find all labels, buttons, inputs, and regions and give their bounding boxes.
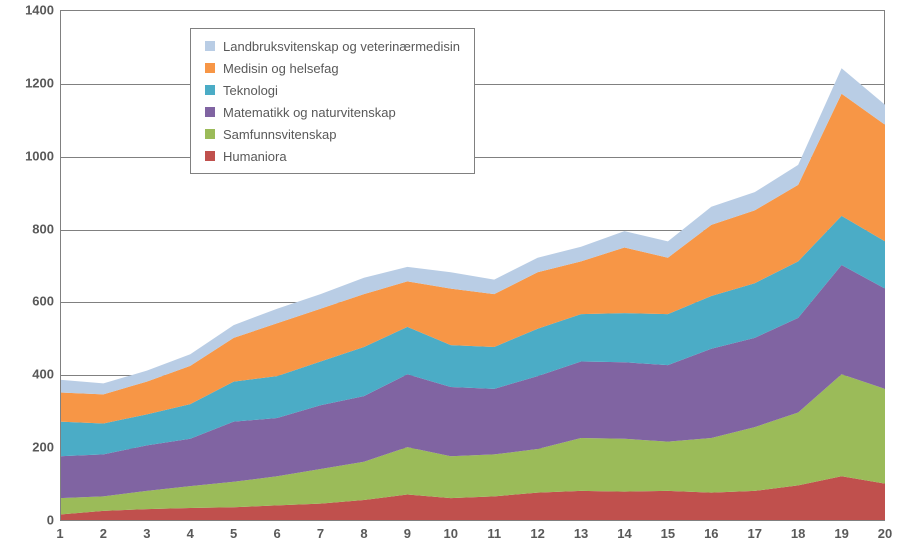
- legend-item: Samfunnsvitenskap: [205, 123, 460, 145]
- x-tick-label: 7: [301, 526, 341, 541]
- x-axis: [60, 520, 885, 521]
- x-tick-label: 19: [822, 526, 862, 541]
- x-tick-label: 9: [387, 526, 427, 541]
- legend-label: Humaniora: [223, 149, 287, 164]
- x-tick-label: 14: [604, 526, 644, 541]
- x-tick-label: 13: [561, 526, 601, 541]
- y-tick-label: 1400: [14, 3, 54, 18]
- y-tick-label: 1000: [14, 148, 54, 163]
- x-tick-label: 16: [691, 526, 731, 541]
- legend-swatch: [205, 41, 215, 51]
- legend-label: Teknologi: [223, 83, 278, 98]
- legend-swatch: [205, 63, 215, 73]
- x-tick-label: 6: [257, 526, 297, 541]
- x-tick-label: 3: [127, 526, 167, 541]
- x-tick-label: 5: [214, 526, 254, 541]
- x-tick-label: 2: [83, 526, 123, 541]
- legend-item: Landbruksvitenskap og veterinærmedisin: [205, 35, 460, 57]
- legend-swatch: [205, 107, 215, 117]
- y-axis: [60, 10, 61, 520]
- x-tick-label: 10: [431, 526, 471, 541]
- x-tick-label: 8: [344, 526, 384, 541]
- legend-swatch: [205, 129, 215, 139]
- legend-label: Matematikk og naturvitenskap: [223, 105, 396, 120]
- y-tick-label: 1200: [14, 75, 54, 90]
- x-tick-label: 18: [778, 526, 818, 541]
- legend-label: Samfunnsvitenskap: [223, 127, 336, 142]
- legend-swatch: [205, 85, 215, 95]
- legend-item: Humaniora: [205, 145, 460, 167]
- legend-item: Matematikk og naturvitenskap: [205, 101, 460, 123]
- legend-label: Medisin og helsefag: [223, 61, 339, 76]
- legend-item: Medisin og helsefag: [205, 57, 460, 79]
- x-tick-label: 1: [40, 526, 80, 541]
- x-tick-label: 4: [170, 526, 210, 541]
- legend-item: Teknologi: [205, 79, 460, 101]
- x-tick-label: 20: [865, 526, 902, 541]
- x-tick-label: 17: [735, 526, 775, 541]
- legend-label: Landbruksvitenskap og veterinærmedisin: [223, 39, 460, 54]
- x-tick-label: 11: [474, 526, 514, 541]
- x-tick-label: 15: [648, 526, 688, 541]
- legend: Landbruksvitenskap og veterinærmedisin Me…: [190, 28, 475, 174]
- y-tick-label: 200: [14, 440, 54, 455]
- legend-swatch: [205, 151, 215, 161]
- stacked-area-chart: Landbruksvitenskap og veterinærmedisin Me…: [0, 0, 902, 557]
- y-tick-label: 400: [14, 367, 54, 382]
- y-tick-label: 600: [14, 294, 54, 309]
- y-tick-label: 800: [14, 221, 54, 236]
- x-tick-label: 12: [518, 526, 558, 541]
